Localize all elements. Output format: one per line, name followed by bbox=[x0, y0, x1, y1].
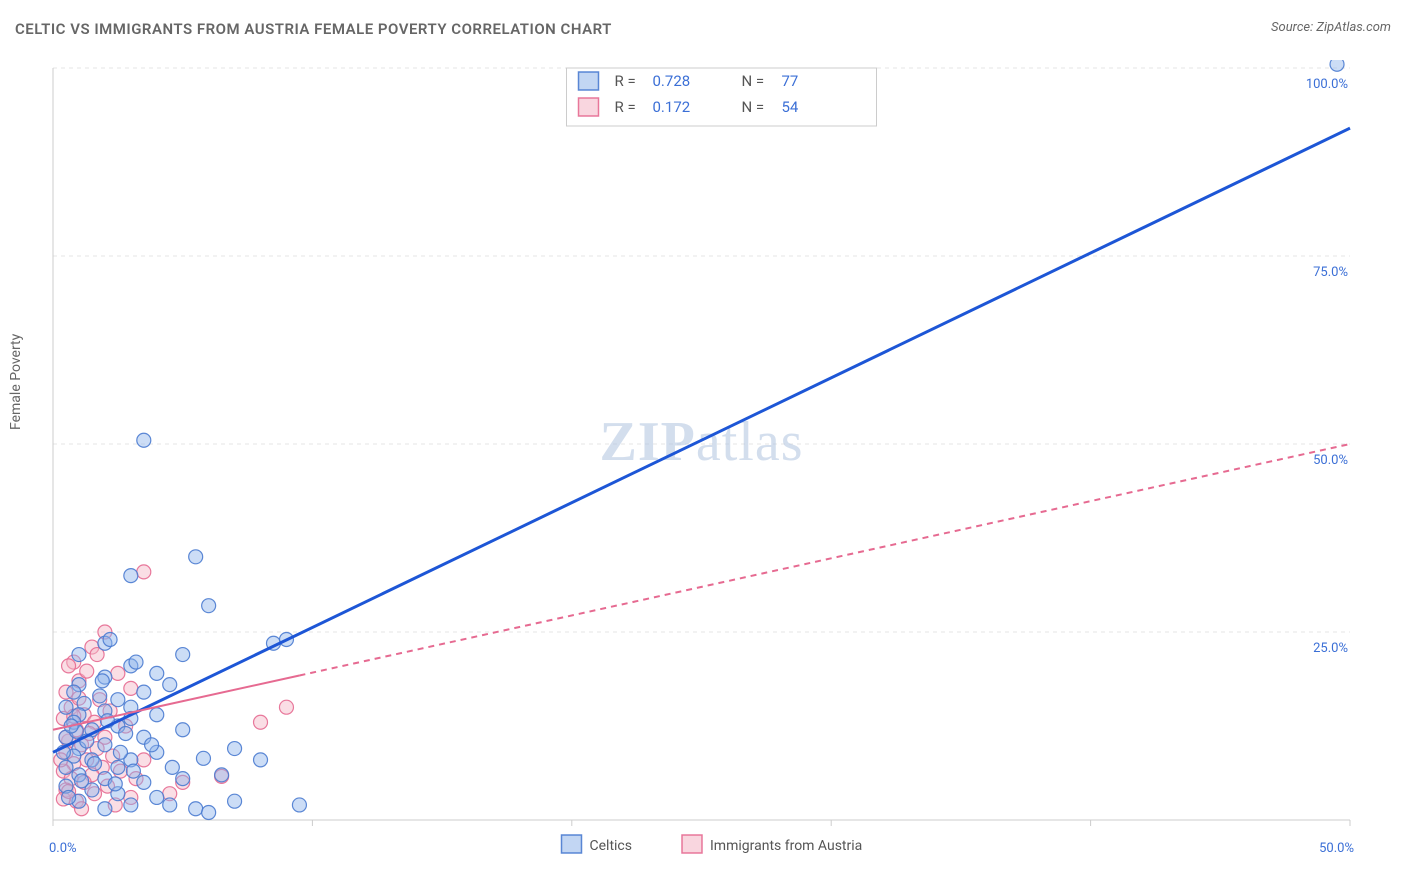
legend-label: Immigrants from Austria bbox=[710, 838, 862, 854]
stats-n-label: N = bbox=[742, 98, 765, 116]
source-attribution: Source: ZipAtlas.com bbox=[1271, 20, 1391, 35]
data-point bbox=[202, 805, 216, 819]
data-point bbox=[111, 693, 125, 707]
data-point bbox=[163, 678, 177, 692]
y-tick-label: 50.0% bbox=[1313, 453, 1348, 468]
stats-n-value: 77 bbox=[782, 72, 799, 90]
y-tick-label: 25.0% bbox=[1313, 641, 1348, 656]
data-point bbox=[150, 708, 164, 722]
data-point bbox=[137, 775, 151, 789]
regression-line-austria-dashed bbox=[299, 444, 1350, 675]
data-point bbox=[126, 764, 140, 778]
data-point bbox=[228, 742, 242, 756]
stats-r-label: R = bbox=[615, 72, 636, 90]
data-point bbox=[137, 753, 151, 767]
data-point bbox=[150, 790, 164, 804]
data-point bbox=[72, 648, 86, 662]
y-tick-label: 100.0% bbox=[1306, 77, 1348, 92]
legend-swatch bbox=[682, 835, 702, 853]
y-axis-label: Female Poverty bbox=[8, 334, 24, 430]
x-tick-label: 50.0% bbox=[1319, 841, 1354, 856]
data-point bbox=[88, 757, 102, 771]
data-point bbox=[165, 760, 179, 774]
data-point bbox=[1330, 60, 1344, 71]
data-point bbox=[62, 659, 76, 673]
correlation-scatter-chart: ZIPatlas0.0%50.0%25.0%50.0%75.0%100.0%R … bbox=[45, 60, 1390, 830]
stats-swatch bbox=[579, 98, 599, 116]
data-point bbox=[137, 565, 151, 579]
data-point bbox=[163, 798, 177, 812]
stats-r-value: 0.172 bbox=[653, 98, 691, 116]
data-point bbox=[215, 768, 229, 782]
regression-line-celtics bbox=[53, 128, 1350, 752]
data-point bbox=[75, 774, 89, 788]
data-point bbox=[129, 655, 143, 669]
data-point bbox=[137, 433, 151, 447]
data-point bbox=[59, 760, 73, 774]
data-point bbox=[111, 760, 125, 774]
x-tick-label: 0.0% bbox=[49, 841, 77, 856]
data-point bbox=[137, 685, 151, 699]
data-point bbox=[279, 700, 293, 714]
data-point bbox=[98, 738, 112, 752]
data-point bbox=[98, 802, 112, 816]
legend-swatch bbox=[562, 835, 582, 853]
data-point bbox=[119, 727, 133, 741]
data-point bbox=[189, 802, 203, 816]
data-point bbox=[124, 681, 138, 695]
data-point bbox=[124, 798, 138, 812]
data-point bbox=[228, 794, 242, 808]
stats-r-label: R = bbox=[615, 98, 636, 116]
data-point bbox=[189, 550, 203, 564]
data-point bbox=[292, 798, 306, 812]
data-point bbox=[95, 674, 109, 688]
data-point bbox=[202, 599, 216, 613]
data-point bbox=[103, 633, 117, 647]
data-point bbox=[176, 723, 190, 737]
data-point bbox=[196, 751, 210, 765]
chart-title: CELTIC VS IMMIGRANTS FROM AUSTRIA FEMALE… bbox=[15, 20, 612, 38]
data-point bbox=[254, 715, 268, 729]
data-point bbox=[93, 689, 107, 703]
data-point bbox=[80, 664, 94, 678]
data-point bbox=[150, 666, 164, 680]
data-point bbox=[254, 753, 268, 767]
stats-n-label: N = bbox=[742, 72, 765, 90]
stats-box bbox=[567, 68, 877, 126]
data-point bbox=[67, 685, 81, 699]
legend-label: Celtics bbox=[590, 838, 632, 854]
data-point bbox=[113, 745, 127, 759]
data-point bbox=[62, 790, 76, 804]
data-point bbox=[59, 700, 73, 714]
data-point bbox=[145, 738, 159, 752]
stats-n-value: 54 bbox=[782, 98, 799, 116]
stats-swatch bbox=[579, 72, 599, 90]
data-point bbox=[176, 648, 190, 662]
data-point bbox=[176, 772, 190, 786]
data-point bbox=[108, 777, 122, 791]
watermark: ZIPatlas bbox=[600, 411, 804, 473]
chart-svg: ZIPatlas 0.0% 50.0% 25.0% 50.0% 75.0% 100.0% R … bbox=[45, 60, 1390, 870]
data-point bbox=[111, 666, 125, 680]
stats-r-value: 0.728 bbox=[653, 72, 691, 90]
data-point bbox=[124, 569, 138, 583]
y-tick-label: 75.0% bbox=[1313, 265, 1348, 280]
